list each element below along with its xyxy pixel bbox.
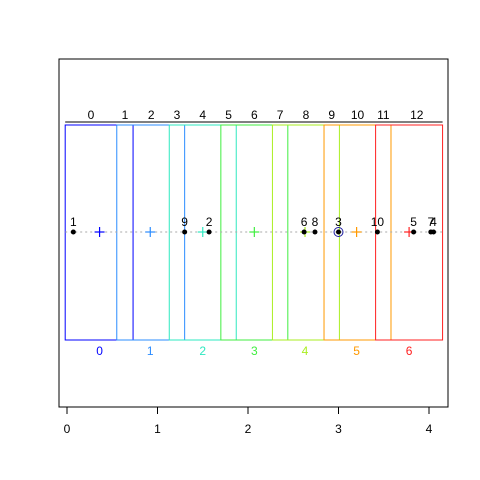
top-segments: 0 1 2 3 4 5 6 7 8 9 10 11 12 [65,108,443,126]
x-tick-label: 4 [426,422,433,436]
group-label: 0 [96,344,103,358]
top-segment-label: 4 [199,108,206,122]
top-segment-label: 5 [225,108,232,122]
point-label: 6 [301,215,308,229]
top-segment-label: 8 [303,108,310,122]
data-point [374,229,380,235]
data-point [70,229,76,235]
top-segment-label: 11 [377,108,390,122]
highlight-ring [333,227,344,237]
group-label: 3 [251,344,258,358]
x-tick-label: 1 [154,422,161,436]
point-label: 2 [206,215,213,229]
group-label: 2 [199,344,206,358]
data-point [301,229,307,235]
point-label: 7 [427,215,434,229]
point-label: 9 [181,215,188,229]
top-segment-label: 0 [88,108,95,122]
point-label: 8 [312,215,319,229]
point-label: 3 [335,215,342,229]
data-point [431,229,437,235]
top-segment-label: 9 [328,108,335,122]
x-axis: 0 1 2 3 4 [64,406,433,436]
group-label: 1 [147,344,154,358]
data-point [336,229,341,235]
point-label: 10 [371,215,385,229]
x-tick-label: 3 [335,422,342,436]
top-segment-label: 12 [410,108,424,122]
top-segment-label: 10 [351,108,365,122]
data-points: 1 9 2 6 8 3 10 5 74 [70,215,437,237]
group-label: 5 [353,344,360,358]
point-label: 1 [70,215,77,229]
x-tick-label: 0 [64,422,71,436]
top-segment-label: 6 [251,108,258,122]
x-tick-label: 2 [245,422,252,436]
point-label: 4 [430,215,437,229]
top-segment-label: 3 [174,108,181,122]
data-point [312,229,318,235]
group-label: 6 [406,344,413,358]
point-label: 5 [410,215,417,229]
top-segment-label: 1 [122,108,129,122]
data-point [182,229,188,235]
top-segment-label: 2 [148,108,155,122]
data-point [411,229,417,235]
group-label: 4 [302,344,309,358]
top-segment-label: 7 [277,108,284,122]
data-point [206,229,212,235]
